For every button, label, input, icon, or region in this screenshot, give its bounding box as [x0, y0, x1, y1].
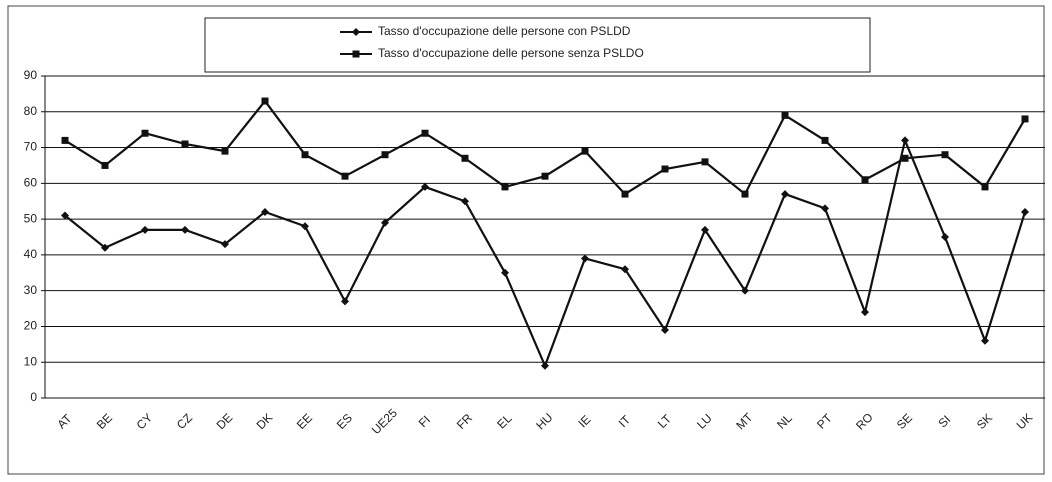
x-tick-label: CY: [134, 411, 156, 433]
point: [1021, 115, 1029, 123]
x-tick-label: PT: [814, 411, 835, 432]
point: [341, 297, 349, 306]
x-tick-label: HU: [533, 410, 555, 432]
x-tick-label: CZ: [174, 411, 195, 432]
y-tick-label: 0: [30, 390, 37, 404]
legend-box: [204, 17, 871, 73]
point: [101, 161, 109, 169]
point: [781, 190, 789, 199]
x-tick-label: LT: [655, 411, 675, 431]
x-tick-label: NL: [774, 411, 795, 432]
point: [341, 172, 349, 180]
point: [541, 172, 549, 180]
point: [541, 361, 549, 370]
point: [261, 97, 269, 105]
x-tick-label: DK: [254, 411, 276, 433]
point: [381, 151, 389, 159]
x-tick-label: SK: [974, 411, 995, 432]
point: [701, 158, 709, 166]
point: [821, 136, 829, 144]
y-tick-label: 80: [24, 104, 38, 118]
point: [941, 151, 949, 159]
legend-label: Tasso d'occupazione delle persone con PS…: [378, 24, 631, 38]
x-tick-label: SI: [935, 412, 953, 430]
x-tick-label: LU: [694, 411, 715, 432]
point: [352, 50, 360, 58]
x-tick-label: SE: [894, 411, 915, 432]
x-tick-label: RO: [853, 410, 876, 433]
point: [781, 111, 789, 119]
point: [501, 268, 509, 277]
point: [352, 28, 360, 36]
point: [661, 326, 669, 335]
point: [901, 154, 909, 162]
point: [941, 233, 949, 241]
point: [61, 136, 69, 144]
point: [741, 190, 749, 198]
x-tick-label: DE: [214, 411, 236, 433]
x-tick-label: FR: [454, 411, 475, 432]
point: [61, 211, 69, 220]
x-tick-label: IT: [616, 412, 634, 430]
point: [581, 147, 589, 155]
point: [661, 165, 669, 173]
point: [701, 225, 709, 234]
point: [741, 286, 749, 295]
x-tick-label: BE: [94, 411, 115, 432]
point: [461, 154, 469, 162]
y-tick-label: 30: [24, 283, 38, 297]
point: [381, 218, 389, 227]
point: [421, 182, 429, 191]
point: [621, 265, 629, 274]
point: [1021, 207, 1029, 216]
x-tick-label: UE25: [369, 406, 400, 437]
point: [461, 197, 469, 206]
x-tick-label: UK: [1014, 411, 1036, 433]
point: [901, 136, 909, 145]
point: [181, 225, 189, 234]
point: [221, 147, 229, 155]
x-tick-label: AT: [54, 411, 75, 432]
y-tick-label: 40: [24, 247, 38, 261]
point: [261, 207, 269, 216]
y-tick-label: 90: [24, 68, 38, 82]
point: [581, 254, 589, 263]
x-tick-label: ES: [334, 411, 355, 432]
point: [101, 243, 109, 252]
x-tick-label: IE: [575, 412, 593, 430]
point: [501, 183, 509, 191]
point: [141, 225, 149, 234]
point: [861, 308, 869, 317]
x-tick-label: EE: [294, 411, 315, 432]
legend-label: Tasso d'occupazione delle persone senza …: [378, 46, 644, 60]
point: [421, 129, 429, 137]
point: [981, 336, 989, 345]
point: [821, 204, 829, 213]
chart-border: [7, 5, 1045, 475]
x-tick-label: MT: [733, 410, 756, 433]
y-tick-label: 10: [24, 354, 38, 368]
x-tick-label: FI: [416, 413, 433, 430]
point: [181, 140, 189, 148]
point: [301, 222, 309, 231]
point: [141, 129, 149, 137]
y-tick-label: 50: [24, 211, 38, 225]
y-tick-label: 70: [24, 140, 38, 154]
y-tick-label: 20: [24, 319, 38, 333]
point: [981, 183, 989, 191]
y-tick-label: 60: [24, 176, 38, 190]
point: [301, 151, 309, 159]
x-tick-label: EL: [494, 411, 515, 432]
point: [621, 190, 629, 198]
point: [861, 176, 869, 184]
point: [221, 240, 229, 249]
